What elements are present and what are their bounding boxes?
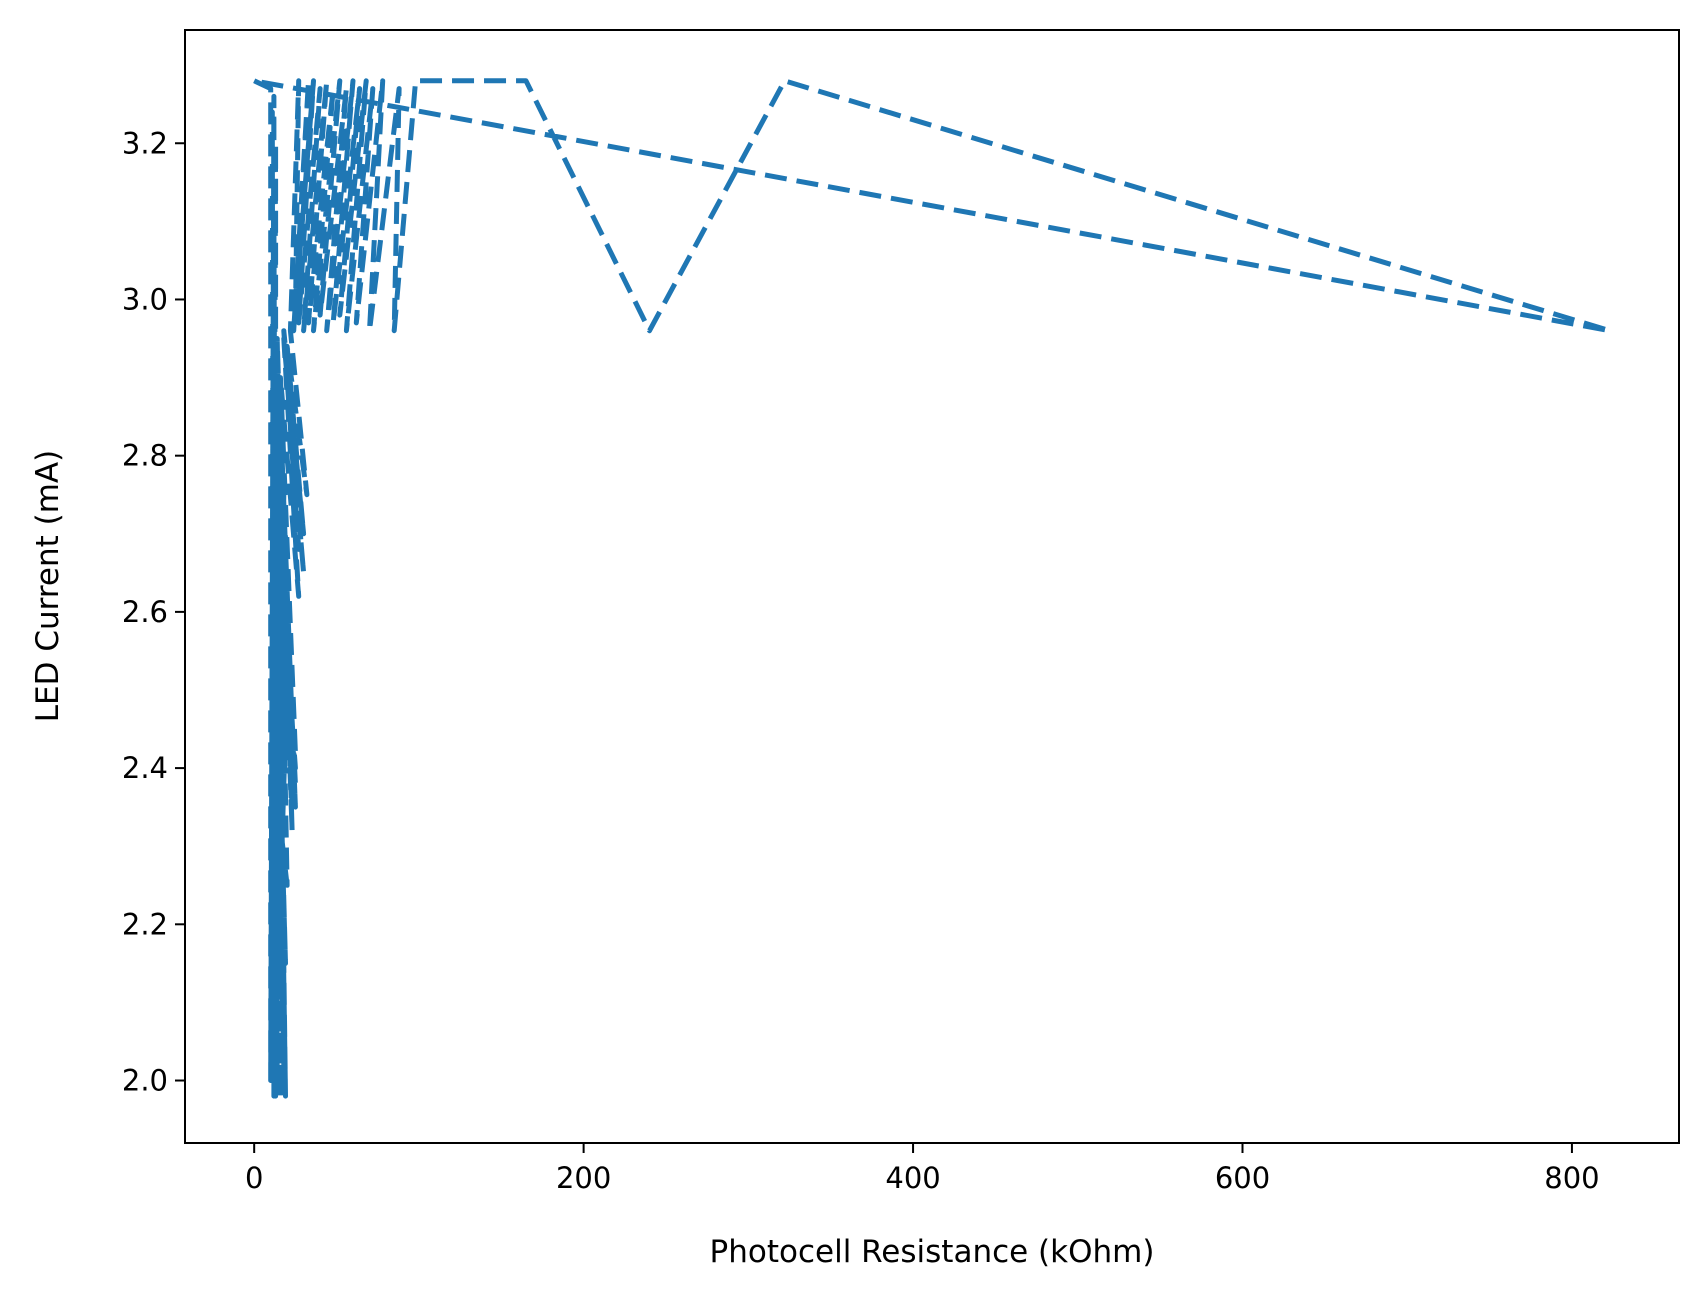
- x-tick-label: 600: [1215, 1161, 1270, 1195]
- y-tick-label: 2.2: [122, 907, 168, 941]
- y-tick-label: 3.0: [122, 282, 168, 316]
- x-tick-label: 200: [556, 1161, 611, 1195]
- series-layer: [253, 78, 1613, 1099]
- x-tick-label: 0: [245, 1161, 263, 1195]
- y-tick-label: 2.8: [122, 439, 168, 473]
- x-tick-label: 800: [1544, 1161, 1599, 1195]
- x-axis: 0 200 400 600 800: [245, 1143, 1600, 1195]
- plot-frame: [184, 29, 1680, 1144]
- y-tick-label: 2.6: [122, 595, 168, 629]
- y-tick-label: 2.0: [122, 1064, 168, 1098]
- x-axis-label: Photocell Resistance (kOhm): [710, 1234, 1155, 1270]
- y-axis: 2.0 2.2 2.4 2.6 2.8 3.0 3.2: [122, 126, 185, 1098]
- series-line-0: [253, 78, 1613, 1099]
- y-tick-label: 2.4: [122, 751, 168, 785]
- x-tick-label: 400: [885, 1161, 940, 1195]
- y-axis-label: LED Current (mA): [30, 450, 66, 722]
- y-tick-label: 3.2: [122, 126, 168, 160]
